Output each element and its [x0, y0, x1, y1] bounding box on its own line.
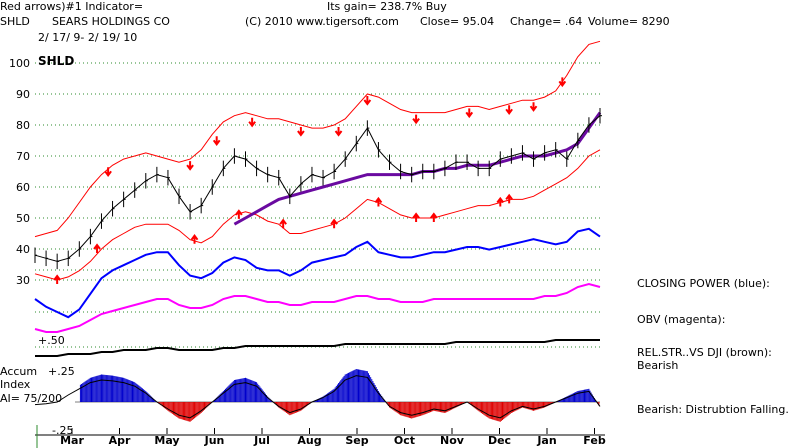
legend-closing-power: CLOSING POWER (blue): [637, 277, 770, 290]
sell-arrow [104, 167, 112, 177]
bollinger-bands [34, 40, 601, 281]
accum-tick-minus25: -.25 [52, 424, 74, 437]
sell-arrow [558, 77, 567, 88]
x-tick-label: Mar [60, 434, 84, 447]
signal-arrows [53, 77, 567, 284]
sell-arrow [334, 127, 343, 137]
legend-rel-str: REL.STR..VS DJI (brown): [637, 346, 772, 359]
x-tick-label: Feb [583, 434, 606, 447]
lower-band-line [34, 149, 601, 281]
sell-arrow [529, 102, 538, 112]
buy-arrow [279, 218, 287, 229]
obv-line [34, 282, 601, 333]
obv-series [34, 282, 601, 333]
accum-tick-plus25: +.25 [48, 365, 75, 378]
accum-index-histogram [34, 369, 601, 422]
rel-str-series [35, 339, 600, 357]
price-bars [34, 107, 602, 270]
closing-power-line [34, 227, 601, 319]
x-tick-label: Sep [345, 434, 368, 447]
volume-label: Volume= 8290 [588, 15, 670, 28]
buy-arrow [330, 218, 338, 229]
sell-arrow [465, 108, 474, 119]
indicator-label: Red arrows)#1 Indicator= [0, 0, 144, 13]
sell-arrow [297, 127, 305, 137]
accum-ai-label: AI= 75/200 [0, 392, 63, 405]
buy-arrow [430, 212, 438, 222]
y-tick-label: 90 [16, 88, 30, 101]
accum-ma-line [34, 375, 601, 419]
ma-line [233, 111, 602, 226]
sell-arrow [412, 114, 420, 125]
sell-arrow [248, 117, 256, 128]
accum-tick-plus50: +.50 [38, 334, 65, 347]
accum-label-1: Accum [0, 365, 38, 378]
y-tick-label: 30 [16, 274, 30, 287]
y-tick-label: 100 [9, 57, 30, 70]
x-tick-label: Nov [440, 434, 465, 447]
x-tick-label: Dec [488, 434, 511, 447]
x-tick-label: Apr [109, 434, 131, 447]
legend-accum-status: Bearish: Distrubtion Falling. [637, 403, 789, 416]
x-tick-label: May [154, 434, 179, 447]
gain-label: Its gain= 238.7% Buy [327, 0, 447, 13]
y-tick-label: 40 [16, 243, 30, 256]
x-tick-label: Aug [297, 434, 321, 447]
legend-rel-str-status: Bearish [637, 359, 679, 372]
buy-arrow [505, 193, 513, 204]
x-tick-label: Jul [253, 434, 270, 447]
company-label: SEARS HOLDINGS CO [52, 15, 170, 28]
x-tick-label: Jan [536, 434, 556, 447]
sell-arrow [505, 105, 513, 115]
y-tick-label: 50 [16, 212, 30, 225]
buy-arrow [374, 196, 383, 207]
symbol-label: SHLD [0, 15, 30, 28]
sell-arrow [186, 161, 194, 171]
close-label: Close= 95.04 [420, 15, 495, 28]
y-tick-label: 60 [16, 181, 30, 194]
buy-arrow [190, 234, 199, 244]
chart-symbol: SHLD [38, 54, 75, 68]
closing-power-series [34, 227, 601, 319]
date-range: 2/ 17/ 9- 2/ 19/ 10 [38, 31, 138, 44]
sell-arrow [212, 136, 221, 146]
sell-arrow [363, 96, 372, 106]
axes: 30 40 50 60 70 80 90 100 Mar Apr May Jun Jul Aug Sep Oc… [9, 57, 606, 448]
x-tick-label: Jun [204, 434, 225, 447]
moving-average [233, 111, 602, 226]
price-gridlines [35, 62, 600, 348]
buy-arrow [496, 196, 505, 207]
buy-arrow [235, 209, 243, 219]
x-tick-label: Oct [394, 434, 415, 447]
buy-arrow [412, 212, 420, 222]
buy-arrow [53, 274, 61, 284]
change-label: Change= .64 [510, 15, 583, 28]
buy-arrow [93, 243, 101, 253]
legend-obv: OBV (magenta): [637, 313, 726, 326]
upper-band-line [34, 40, 601, 238]
y-tick-label: 70 [16, 150, 30, 163]
copyright-label: (C) 2010 www.tigersoft.com [245, 15, 399, 28]
rel-str-line [35, 339, 600, 357]
accum-label-2: Index [0, 378, 31, 391]
y-tick-label: 80 [16, 119, 30, 132]
price-line [34, 115, 601, 262]
